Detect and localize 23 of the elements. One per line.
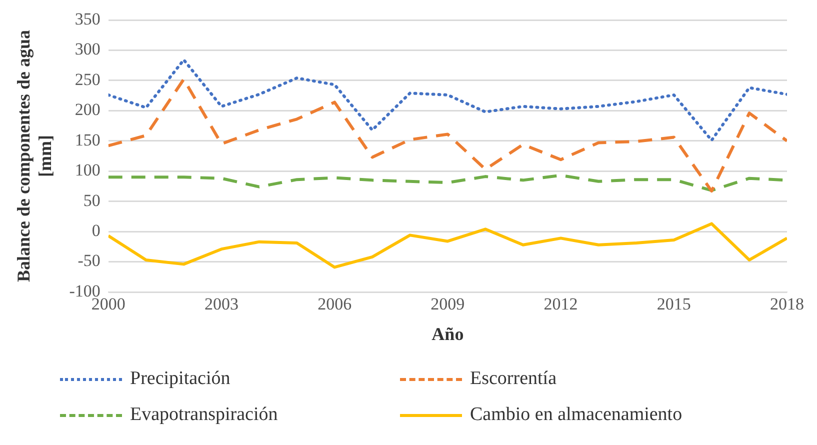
y-tick-label: 100	[74, 160, 100, 180]
legend-label: Precipitación	[130, 368, 230, 390]
y-tick-label: 350	[74, 9, 100, 28]
x-tick-label: 2012	[544, 294, 578, 314]
x-tick-label: 2009	[430, 294, 465, 314]
line-series	[108, 58, 787, 142]
y-tick-label: 0	[92, 221, 100, 240]
y-axis-title: Balance de componentes de agua [mm]	[13, 30, 56, 282]
x-tick-label: 2006	[318, 294, 352, 314]
x-tick-label: 2018	[770, 294, 804, 314]
y-tick-label: 250	[74, 70, 100, 89]
y-tick-label: 200	[74, 100, 100, 120]
x-axis-title: Año	[432, 324, 464, 344]
legend-label: Escorrentía	[470, 368, 557, 390]
y-tick-label: 300	[74, 40, 100, 59]
legend-label: Evapotranspiración	[130, 404, 278, 426]
line-series	[108, 78, 787, 193]
x-tick-label: 2015	[656, 294, 691, 314]
y-tick-label: 50	[83, 190, 100, 210]
x-tick-label: 2003	[204, 294, 238, 314]
y-tick-label: 150	[74, 130, 100, 150]
legend-label: Cambio en almacenamiento	[470, 404, 682, 426]
y-tick-label: -50	[78, 251, 100, 270]
